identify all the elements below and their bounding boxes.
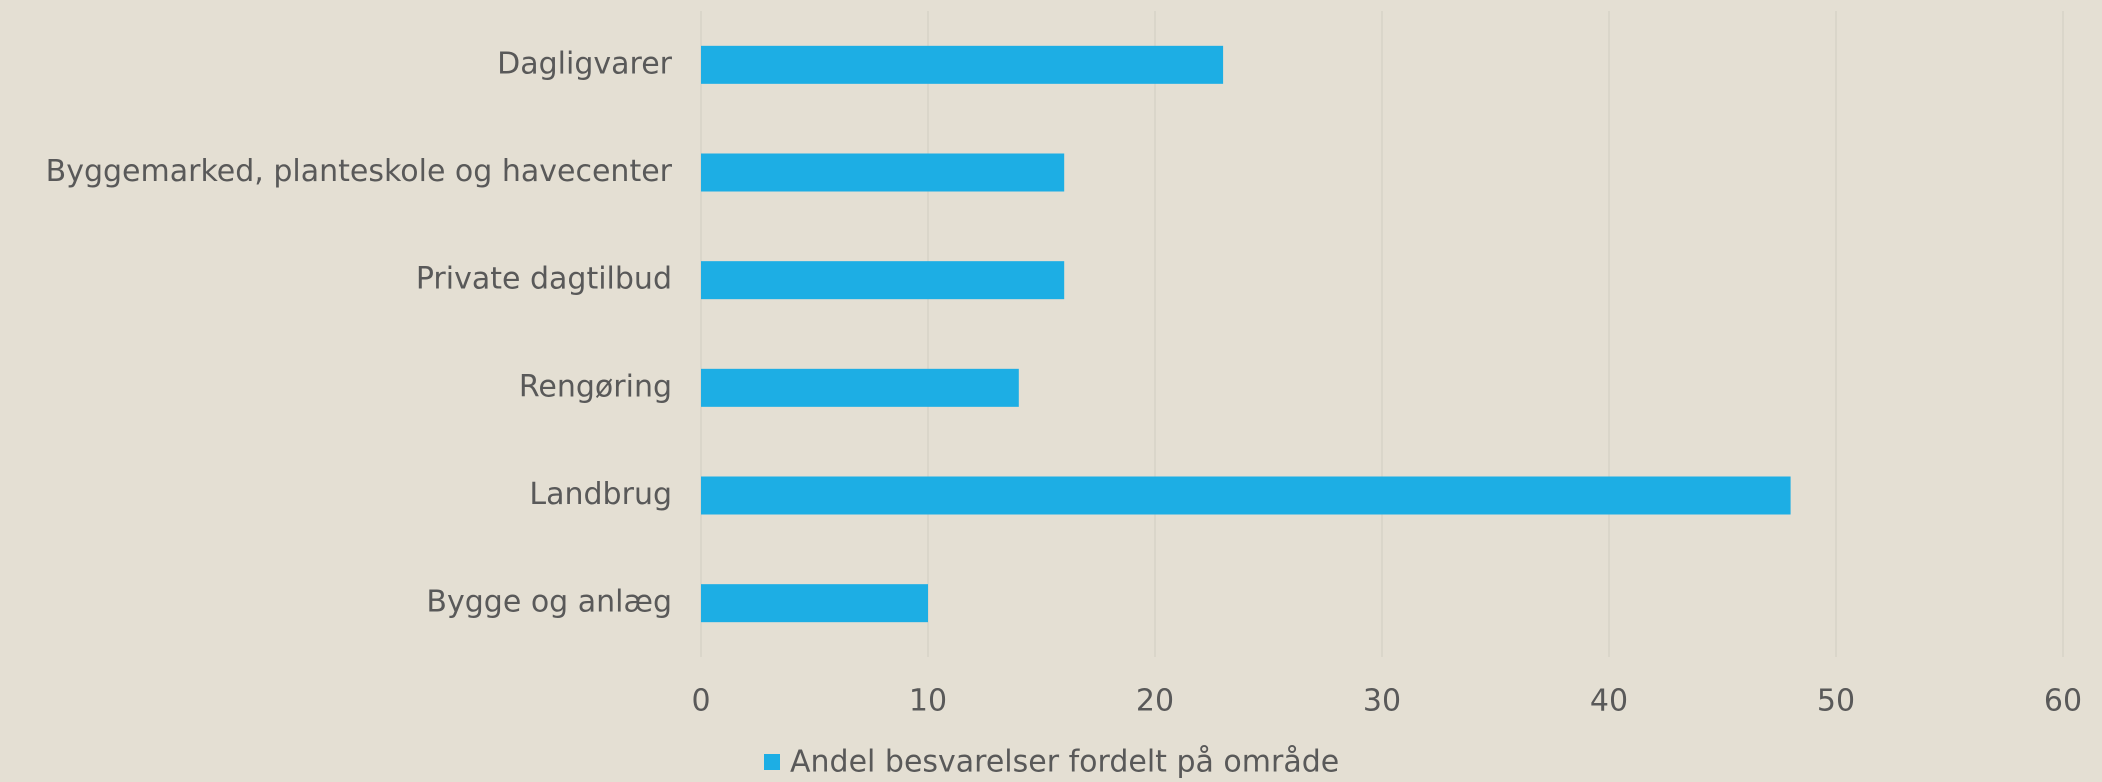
x-tick-label: 60 xyxy=(2044,684,2082,719)
bar xyxy=(701,261,1065,300)
x-tick-label: 0 xyxy=(691,684,710,719)
legend-label: Andel besvarelser fordelt på område xyxy=(790,745,1339,780)
x-tick-label: 10 xyxy=(909,684,947,719)
x-tick-label: 30 xyxy=(1363,684,1401,719)
bar xyxy=(701,45,1224,84)
y-tick-label: Bygge og anlæg xyxy=(426,585,672,620)
x-tick-label: 50 xyxy=(1817,684,1855,719)
y-tick-label: Dagligvarer xyxy=(497,46,673,81)
y-tick-label: Landbrug xyxy=(529,477,672,512)
bar xyxy=(701,368,1019,407)
bar xyxy=(701,584,928,623)
y-tick-label: Rengøring xyxy=(519,369,672,404)
y-tick-label: Byggemarked, planteskole og havecenter xyxy=(46,154,673,189)
legend-marker xyxy=(764,754,780,770)
x-tick-label: 20 xyxy=(1136,684,1174,719)
bar xyxy=(701,476,1791,515)
x-tick-label: 40 xyxy=(1590,684,1628,719)
bar xyxy=(701,153,1065,192)
y-tick-label: Private dagtilbud xyxy=(416,262,672,297)
